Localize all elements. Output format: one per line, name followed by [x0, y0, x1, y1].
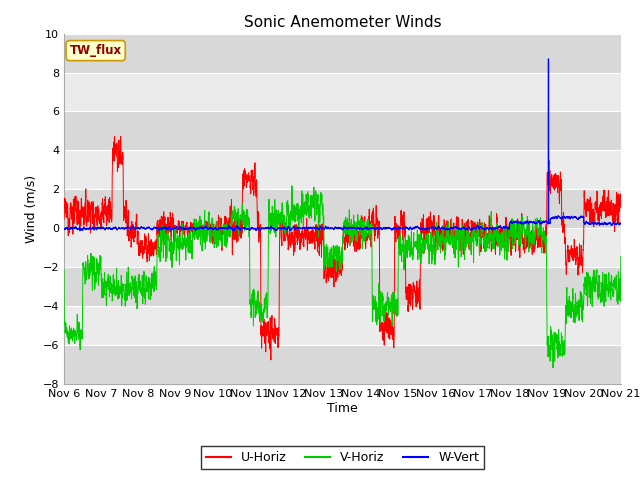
Line: U-Horiz: U-Horiz: [64, 136, 621, 360]
Y-axis label: Wind (m/s): Wind (m/s): [24, 175, 37, 243]
U-Horiz: [436, 227, 444, 233]
W-Vert: [322, 223, 330, 229]
Text: TW_flux: TW_flux: [70, 44, 122, 57]
Title: Sonic Anemometer Winds: Sonic Anemometer Winds: [244, 15, 441, 30]
V-Horiz: [322, 261, 330, 266]
Bar: [64, 150, 621, 189]
Bar: [64, 306, 621, 345]
W-Vert: [160, 224, 168, 230]
U-Horiz: [616, 194, 624, 200]
V-Horiz: [160, 241, 168, 247]
V-Horiz: [467, 252, 475, 258]
Bar: [64, 72, 621, 111]
Bar: [64, 267, 621, 306]
U-Horiz: [267, 357, 275, 363]
V-Horiz: [617, 253, 625, 259]
V-Horiz: [549, 365, 557, 371]
W-Vert: [436, 226, 444, 232]
W-Vert: [60, 226, 68, 231]
U-Horiz: [111, 133, 118, 139]
Bar: [64, 345, 621, 384]
Line: V-Horiz: V-Horiz: [64, 186, 621, 368]
W-Vert: [616, 221, 624, 227]
W-Vert: [545, 56, 552, 62]
Bar: [64, 34, 621, 72]
V-Horiz: [436, 244, 444, 250]
V-Horiz: [616, 299, 624, 304]
W-Vert: [467, 227, 475, 232]
U-Horiz: [161, 222, 168, 228]
U-Horiz: [60, 216, 68, 222]
W-Vert: [499, 225, 507, 231]
Bar: [64, 189, 621, 228]
W-Vert: [257, 228, 264, 234]
V-Horiz: [499, 241, 507, 247]
Bar: [64, 228, 621, 267]
U-Horiz: [617, 204, 625, 210]
V-Horiz: [288, 183, 296, 189]
W-Vert: [617, 221, 625, 227]
V-Horiz: [60, 267, 68, 273]
X-axis label: Time: Time: [327, 402, 358, 415]
U-Horiz: [499, 241, 507, 247]
Bar: [64, 111, 621, 150]
U-Horiz: [322, 271, 330, 277]
Line: W-Vert: W-Vert: [64, 59, 621, 231]
Legend: U-Horiz, V-Horiz, W-Vert: U-Horiz, V-Horiz, W-Vert: [201, 446, 484, 469]
U-Horiz: [468, 220, 476, 226]
